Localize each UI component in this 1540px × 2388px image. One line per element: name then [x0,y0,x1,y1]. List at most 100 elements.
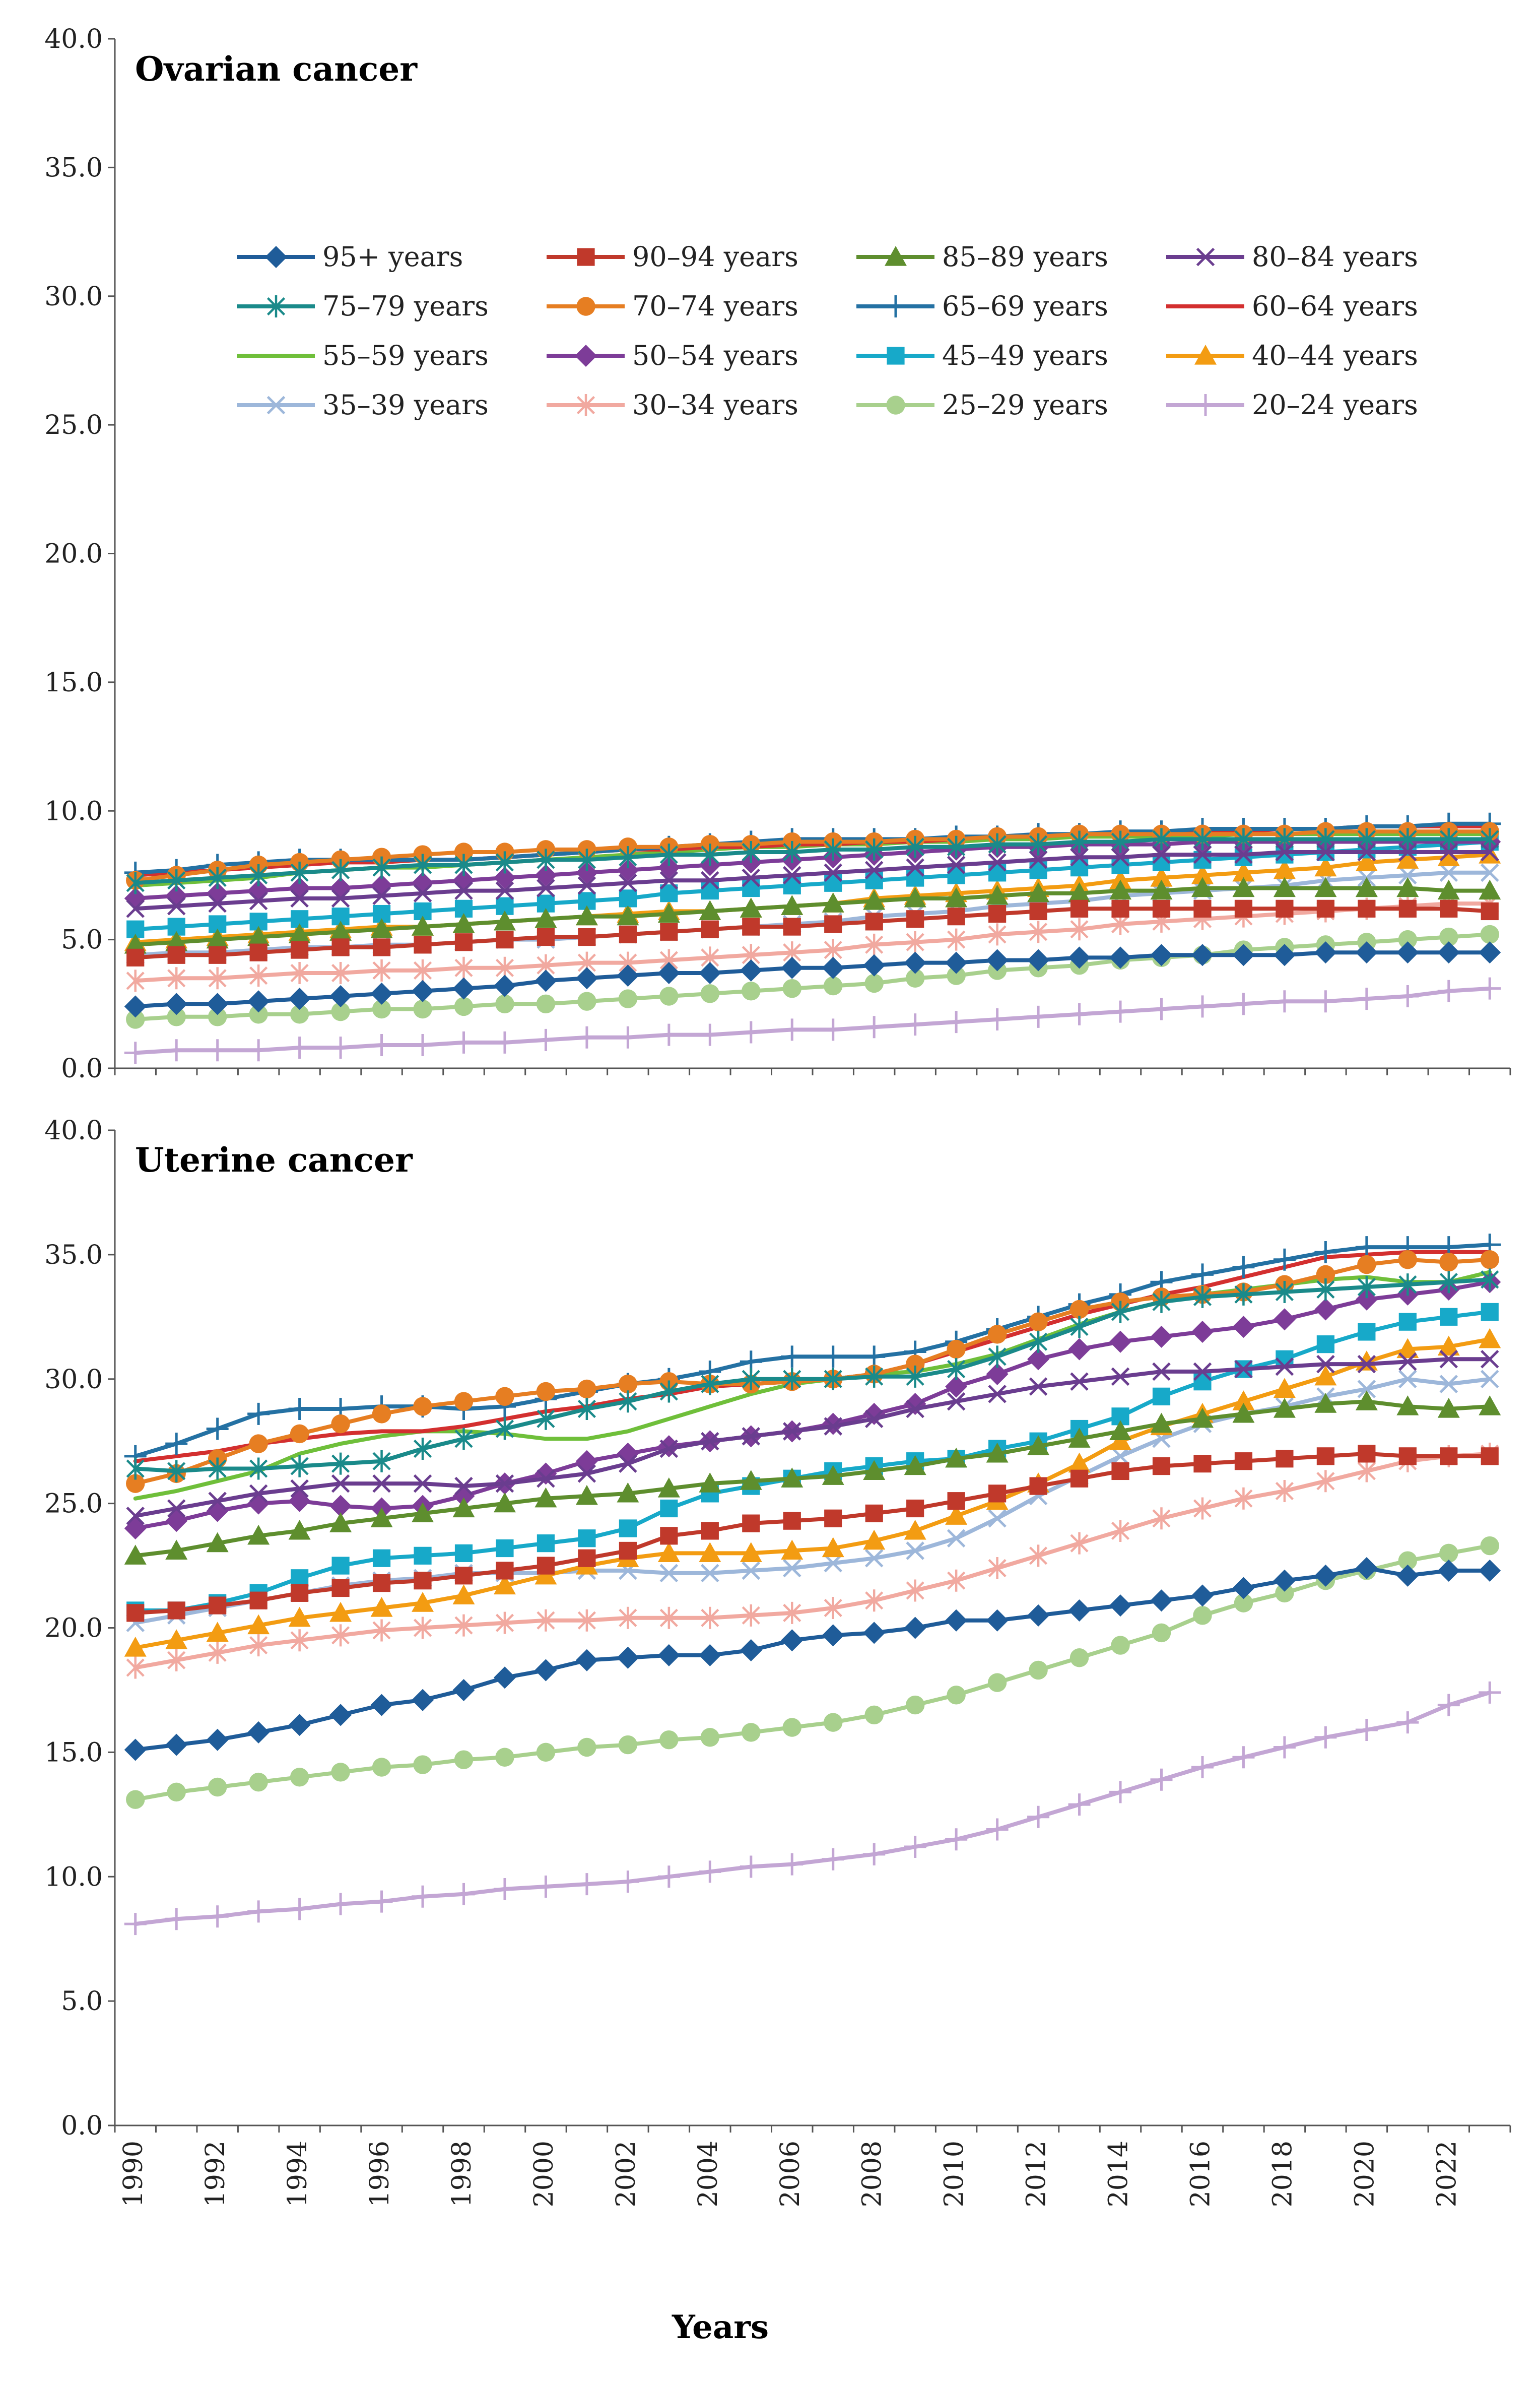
ovarian-data-point [412,1034,434,1057]
ovarian-data-point [1191,864,1214,884]
ovarian-data-point [126,899,145,918]
uterine-data-point [1480,1349,1499,1369]
uterine-data-point [1109,1330,1132,1353]
uterine-data-point [1398,1447,1417,1465]
uterine-data-point [1234,1487,1253,1510]
uterine-data-point [1273,1248,1296,1271]
uterine-data-point [659,1380,678,1403]
legend-swatch-marker [576,394,595,416]
ovarian-series-line [133,840,1492,932]
uterine-x-tick-label: 2010 [940,2141,970,2207]
ovarian-data-point [617,905,639,926]
uterine-data-point [249,1772,268,1792]
ovarian-data-point [1396,941,1419,964]
uterine-series-line [133,1337,1492,1650]
uterine-data-point [1232,1256,1255,1278]
ovarian-data-point [1276,899,1294,918]
uterine-data-point [781,1345,804,1368]
uterine-data-point [1029,1477,1047,1495]
uterine-data-point [1193,1455,1212,1473]
uterine-data-point [1440,1447,1458,1465]
ovarian-data-point [167,967,186,990]
uterine-data-point [945,1828,968,1851]
uterine-data-point [699,1644,721,1666]
uterine-data-point [863,1529,886,1550]
uterine-data-point [863,1460,886,1480]
uterine-data-point [1481,1447,1499,1465]
uterine-data-point [1152,1290,1171,1313]
uterine-data-point [783,1368,801,1390]
legend-label: 65–69 years [942,290,1108,322]
ovarian-data-point [1111,899,1129,918]
ovarian-data-point [1479,941,1501,964]
uterine-data-point [412,1502,434,1522]
uterine-data-point [947,1686,966,1705]
legend-label: 80–84 years [1252,241,1418,273]
uterine-data-point [370,1597,393,1617]
uterine-data-point [1193,1606,1212,1625]
ovarian-data-point [249,864,268,886]
uterine-data-point [701,1373,719,1395]
uterine-data-point [167,1499,186,1518]
uterine-data-point [577,1464,596,1483]
uterine-data-point [1355,1236,1378,1259]
ovarian-data-point [783,918,801,936]
uterine-data-point [329,1512,352,1532]
uterine-data-point [864,1705,884,1725]
legend-entry-90-94-years: 90–94 years [547,241,798,273]
uterine-data-point [537,1534,555,1553]
ovarian-data-point [783,876,801,894]
ovarian-data-point [1070,918,1089,941]
uterine-data-point [454,1614,473,1637]
uterine-data-point [534,1487,557,1508]
uterine-data-point [742,1368,760,1390]
ovarian-data-point [659,871,679,890]
ovarian-data-point [534,1028,557,1051]
uterine-data-point [822,1465,844,1485]
ovarian-data-point [208,867,227,889]
ovarian-data-point [1232,877,1255,897]
ovarian-data-point [575,967,598,990]
ovarian-data-point [209,946,227,964]
ovarian-series-line [133,986,1492,1055]
ovarian-data-point [701,871,719,890]
uterine-data-point [370,1890,393,1913]
ovarian-data-point [701,881,719,900]
ovarian-data-point [1191,877,1214,897]
uterine-data-point [1193,1285,1212,1308]
uterine-data-point [413,1474,432,1493]
ovarian-data-point [1070,848,1089,867]
ovarian-data-point [904,951,926,974]
uterine-data-point [452,1497,475,1518]
uterine-data-point [249,1591,267,1609]
ovarian-data-point [1479,879,1501,900]
uterine-data-point [865,1589,884,1612]
ovarian-data-point [1273,990,1296,1013]
ovarian-data-point [413,884,432,902]
uterine-data-point [577,1609,596,1632]
uterine-data-point [904,1519,926,1540]
uterine-data-point [537,1469,555,1488]
uterine-data-point [742,1514,760,1532]
ovarian-data-point [699,1023,721,1046]
ovarian-data-point [1068,882,1091,902]
uterine-data-point [1480,1370,1499,1389]
uterine-series-75-79-years [126,1268,1499,1482]
uterine-data-point [1439,1375,1458,1393]
uterine-x-tick-label: 1998 [447,2141,477,2207]
uterine-data-point [864,1548,884,1568]
uterine-data-point [1398,1551,1418,1570]
uterine-data-point [124,1544,147,1565]
uterine-data-point [1275,1583,1294,1603]
uterine-data-point [822,1412,844,1435]
ovarian-data-point [906,931,924,953]
uterine-data-point [1276,1450,1294,1468]
uterine-data-point [701,1606,719,1629]
uterine-data-point [1111,1636,1130,1655]
uterine-x-tick-label: 2012 [1022,2141,1052,2207]
ovarian-data-point [783,841,801,863]
uterine-data-point [619,1519,637,1537]
uterine-data-point [290,1424,309,1444]
uterine-data-point [1439,1349,1458,1369]
